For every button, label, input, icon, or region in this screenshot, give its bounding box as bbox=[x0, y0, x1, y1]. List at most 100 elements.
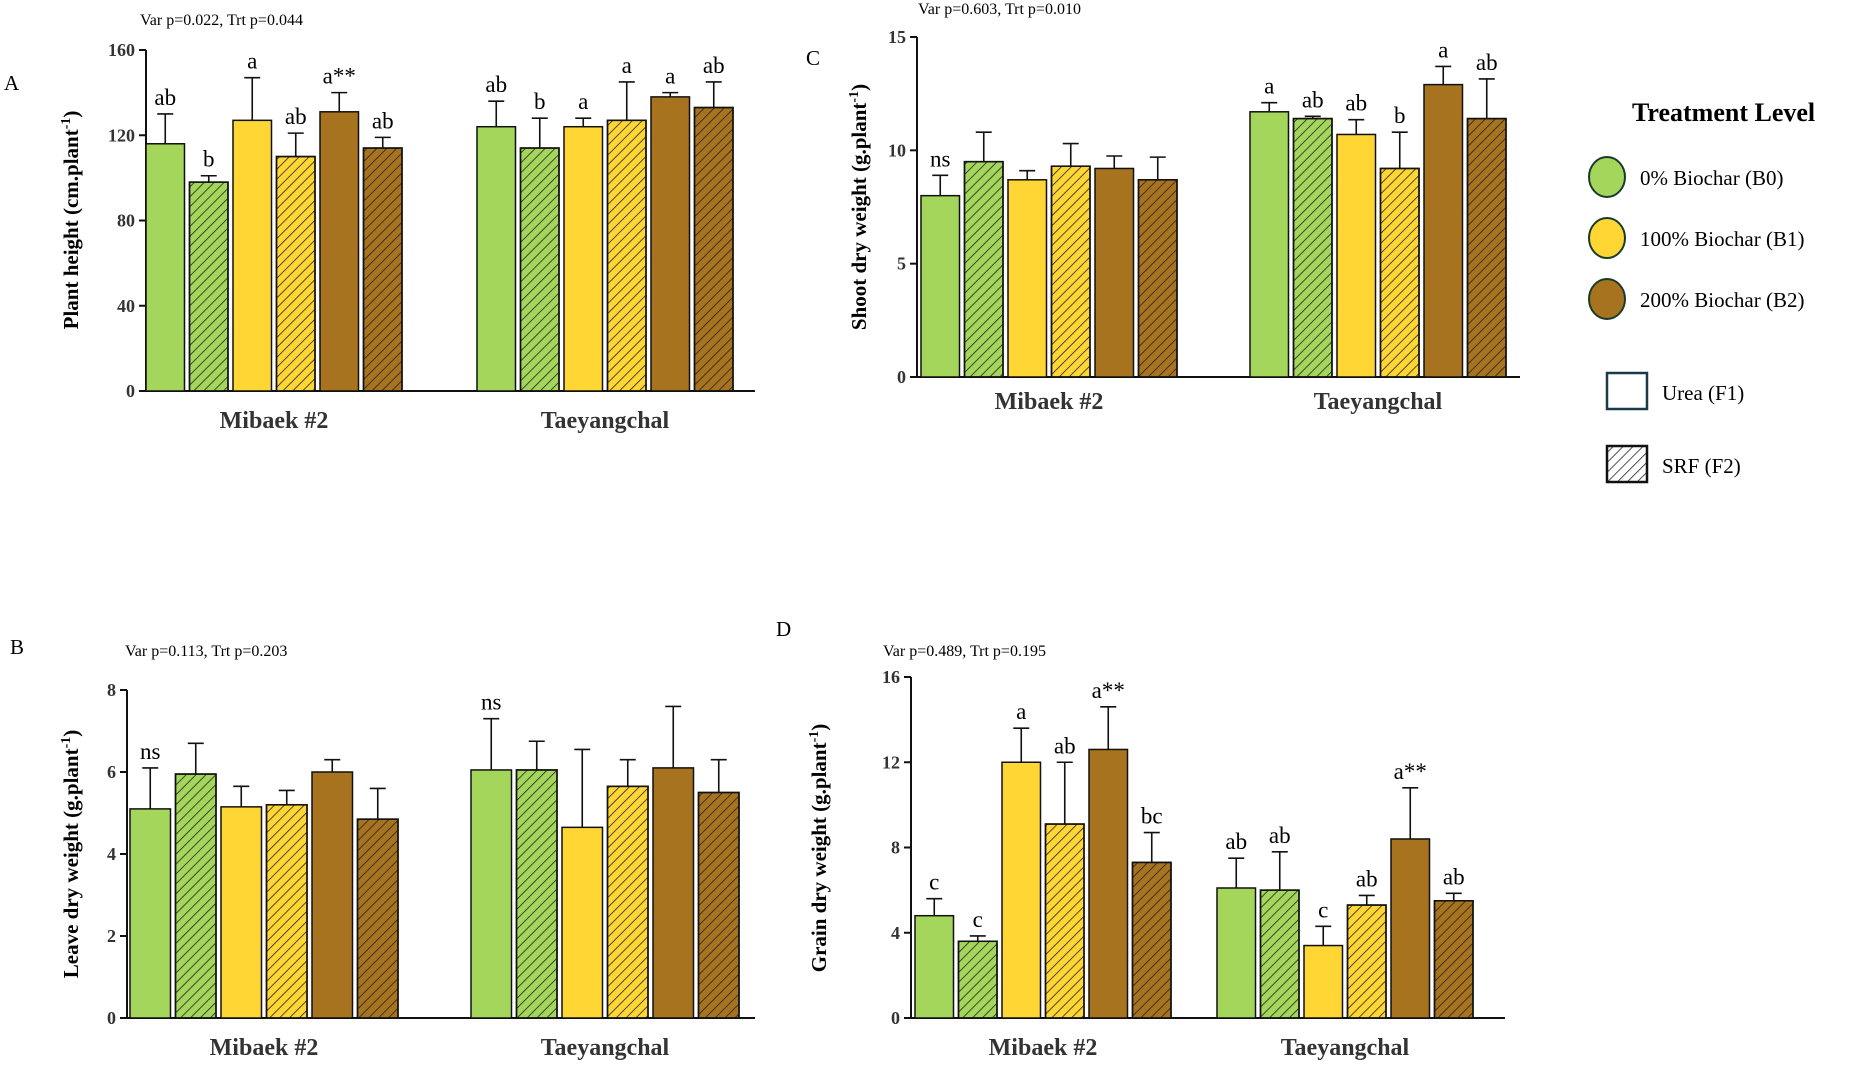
significance-label: a bbox=[665, 64, 675, 89]
significance-label: ab bbox=[154, 85, 176, 110]
significance-label: ns bbox=[930, 146, 951, 171]
y-tick-label: 12 bbox=[882, 752, 900, 772]
y-axis-label: Plant height (cm.plant-1) bbox=[59, 111, 83, 330]
bar-hatch-overlay bbox=[1131, 861, 1172, 1019]
legend-swatch-b0 bbox=[1588, 156, 1626, 198]
y-tick-label: 80 bbox=[117, 211, 135, 231]
y-tick-label: 160 bbox=[108, 40, 135, 60]
x-group-label: Mibaek #2 bbox=[210, 1035, 319, 1061]
significance-label: ab bbox=[285, 104, 307, 129]
stats-annotation: Var p=0.022, Trt p=0.044 bbox=[140, 12, 303, 29]
significance-label: ns bbox=[140, 739, 161, 764]
significance-label: a bbox=[578, 89, 588, 114]
legend-title: Treatment Level bbox=[1632, 98, 1815, 127]
x-group-label: Taeyangchal bbox=[541, 408, 670, 434]
bar-b2f1-taeyangchal bbox=[1423, 83, 1464, 378]
y-tick-label: 120 bbox=[108, 125, 135, 145]
bar-hatch-overlay bbox=[519, 147, 560, 392]
legend-swatch-f2 bbox=[1605, 444, 1649, 484]
bar-b1f1-mibaek bbox=[220, 806, 263, 1019]
legend-swatch-b2 bbox=[1588, 278, 1626, 320]
y-tick-label: 4 bbox=[891, 923, 900, 943]
bar-hatch-overlay bbox=[1379, 167, 1420, 378]
significance-label: ab bbox=[1345, 91, 1367, 116]
significance-label: a bbox=[247, 49, 257, 74]
significance-label: ab bbox=[703, 53, 725, 78]
stats-annotation: Var p=0.113, Trt p=0.203 bbox=[125, 643, 287, 660]
bar-hatch-overlay bbox=[606, 119, 647, 392]
y-tick-label: 6 bbox=[107, 762, 116, 782]
y-tick-label: 0 bbox=[891, 1008, 900, 1028]
bar-hatch-overlay bbox=[697, 791, 740, 1019]
x-group-label: Taeyangchal bbox=[541, 1035, 670, 1061]
y-axis-label: Leave dry weight (g.plant-1) bbox=[59, 730, 83, 979]
bar-hatch-overlay bbox=[275, 155, 316, 392]
significance-label: ab bbox=[1269, 823, 1291, 848]
x-group-label: Mibaek #2 bbox=[995, 389, 1104, 415]
bar-b1f1-mibaek bbox=[232, 119, 273, 392]
bar-hatch-overlay bbox=[356, 818, 399, 1019]
significance-label: ab bbox=[372, 108, 394, 133]
plot-area: 0 2 4 6 8 Leave dry weight (g.plant-1) ns Mibae… bbox=[59, 680, 755, 1061]
significance-label: ab bbox=[1476, 50, 1498, 75]
bar-b2f1-mibaek bbox=[1094, 167, 1135, 378]
plot-area: 0 5 10 15 Shoot dry weight (g.plant-1) ns Miba… bbox=[847, 27, 1520, 415]
y-tick-label: 0 bbox=[897, 367, 906, 387]
significance-label: a bbox=[1438, 37, 1448, 62]
significance-label: ab bbox=[1302, 87, 1324, 112]
bar-b2f1-mibaek bbox=[319, 111, 360, 392]
bar-hatch-overlay bbox=[957, 940, 998, 1019]
bar-hatch-overlay bbox=[963, 160, 1004, 378]
bar-b0f1-mibaek bbox=[145, 143, 186, 392]
y-tick-label: 5 bbox=[897, 254, 906, 274]
bar-b1f1-taeyangchal bbox=[1336, 133, 1377, 378]
panel-a-plant-height: A Var p=0.022, Trt p=0.044 0 40 80 120 160 Pl… bbox=[4, 12, 755, 434]
significance-label: a bbox=[1016, 699, 1026, 724]
bar-b0f1-taeyangchal bbox=[1216, 887, 1257, 1019]
y-tick-label: 15 bbox=[888, 27, 906, 47]
y-tick-label: 2 bbox=[107, 926, 116, 946]
legend-label-b0: 0% Biochar (B0) bbox=[1640, 166, 1783, 190]
legend-swatch-f1 bbox=[1605, 371, 1649, 411]
bar-b0f1-mibaek bbox=[129, 808, 172, 1019]
bar-hatch-overlay bbox=[693, 106, 734, 392]
plot-area: 0 4 8 12 16 Grain dry weight (g.plant-1) c c a ab… bbox=[807, 667, 1505, 1061]
bar-b2f1-mibaek bbox=[1088, 748, 1129, 1019]
bar-hatch-overlay bbox=[1259, 889, 1300, 1019]
bar-b2f1-taeyangchal bbox=[1390, 838, 1431, 1019]
significance-label: ab bbox=[485, 72, 507, 97]
bar-b1f1-mibaek bbox=[1001, 761, 1042, 1019]
significance-label: a** bbox=[1092, 678, 1125, 703]
bar-hatch-overlay bbox=[188, 181, 229, 392]
y-tick-label: 40 bbox=[117, 296, 135, 316]
x-group-label: Taeyangchal bbox=[1281, 1035, 1410, 1061]
panel-c-shoot-dry-weight: C Var p=0.603, Trt p=0.010 0 5 10 15 Shoot d… bbox=[806, 1, 1520, 415]
bar-hatch-overlay bbox=[515, 769, 558, 1019]
y-tick-label: 10 bbox=[888, 140, 906, 160]
bar-hatch-overlay bbox=[1044, 823, 1085, 1019]
stats-annotation: Var p=0.603, Trt p=0.010 bbox=[918, 1, 1081, 18]
bar-hatch-overlay bbox=[1050, 165, 1091, 378]
significance-label: c bbox=[1318, 897, 1328, 922]
panel-label: B bbox=[10, 635, 24, 659]
bar-hatch-overlay bbox=[1292, 117, 1333, 378]
bar-b1f1-mibaek bbox=[1007, 179, 1048, 378]
legend-swatch-b1 bbox=[1588, 217, 1626, 259]
panel-label: C bbox=[806, 46, 820, 70]
legend-label-f2: SRF (F2) bbox=[1662, 454, 1741, 478]
bar-hatch-overlay bbox=[265, 804, 308, 1019]
y-tick-label: 8 bbox=[107, 680, 116, 700]
y-axis-label: Grain dry weight (g.plant-1) bbox=[807, 724, 831, 973]
panel-label: D bbox=[776, 617, 791, 641]
bar-b0f1-taeyangchal bbox=[1249, 111, 1290, 378]
bar-b1f1-taeyangchal bbox=[563, 125, 604, 392]
x-group-label: Mibaek #2 bbox=[989, 1035, 1098, 1061]
bar-hatch-overlay bbox=[174, 773, 217, 1019]
x-group-label: Mibaek #2 bbox=[220, 408, 329, 434]
legend-label-b2: 200% Biochar (B2) bbox=[1640, 288, 1804, 312]
y-tick-label: 0 bbox=[107, 1008, 116, 1028]
bar-hatch-overlay bbox=[1137, 179, 1178, 378]
significance-label: ab bbox=[1225, 829, 1247, 854]
